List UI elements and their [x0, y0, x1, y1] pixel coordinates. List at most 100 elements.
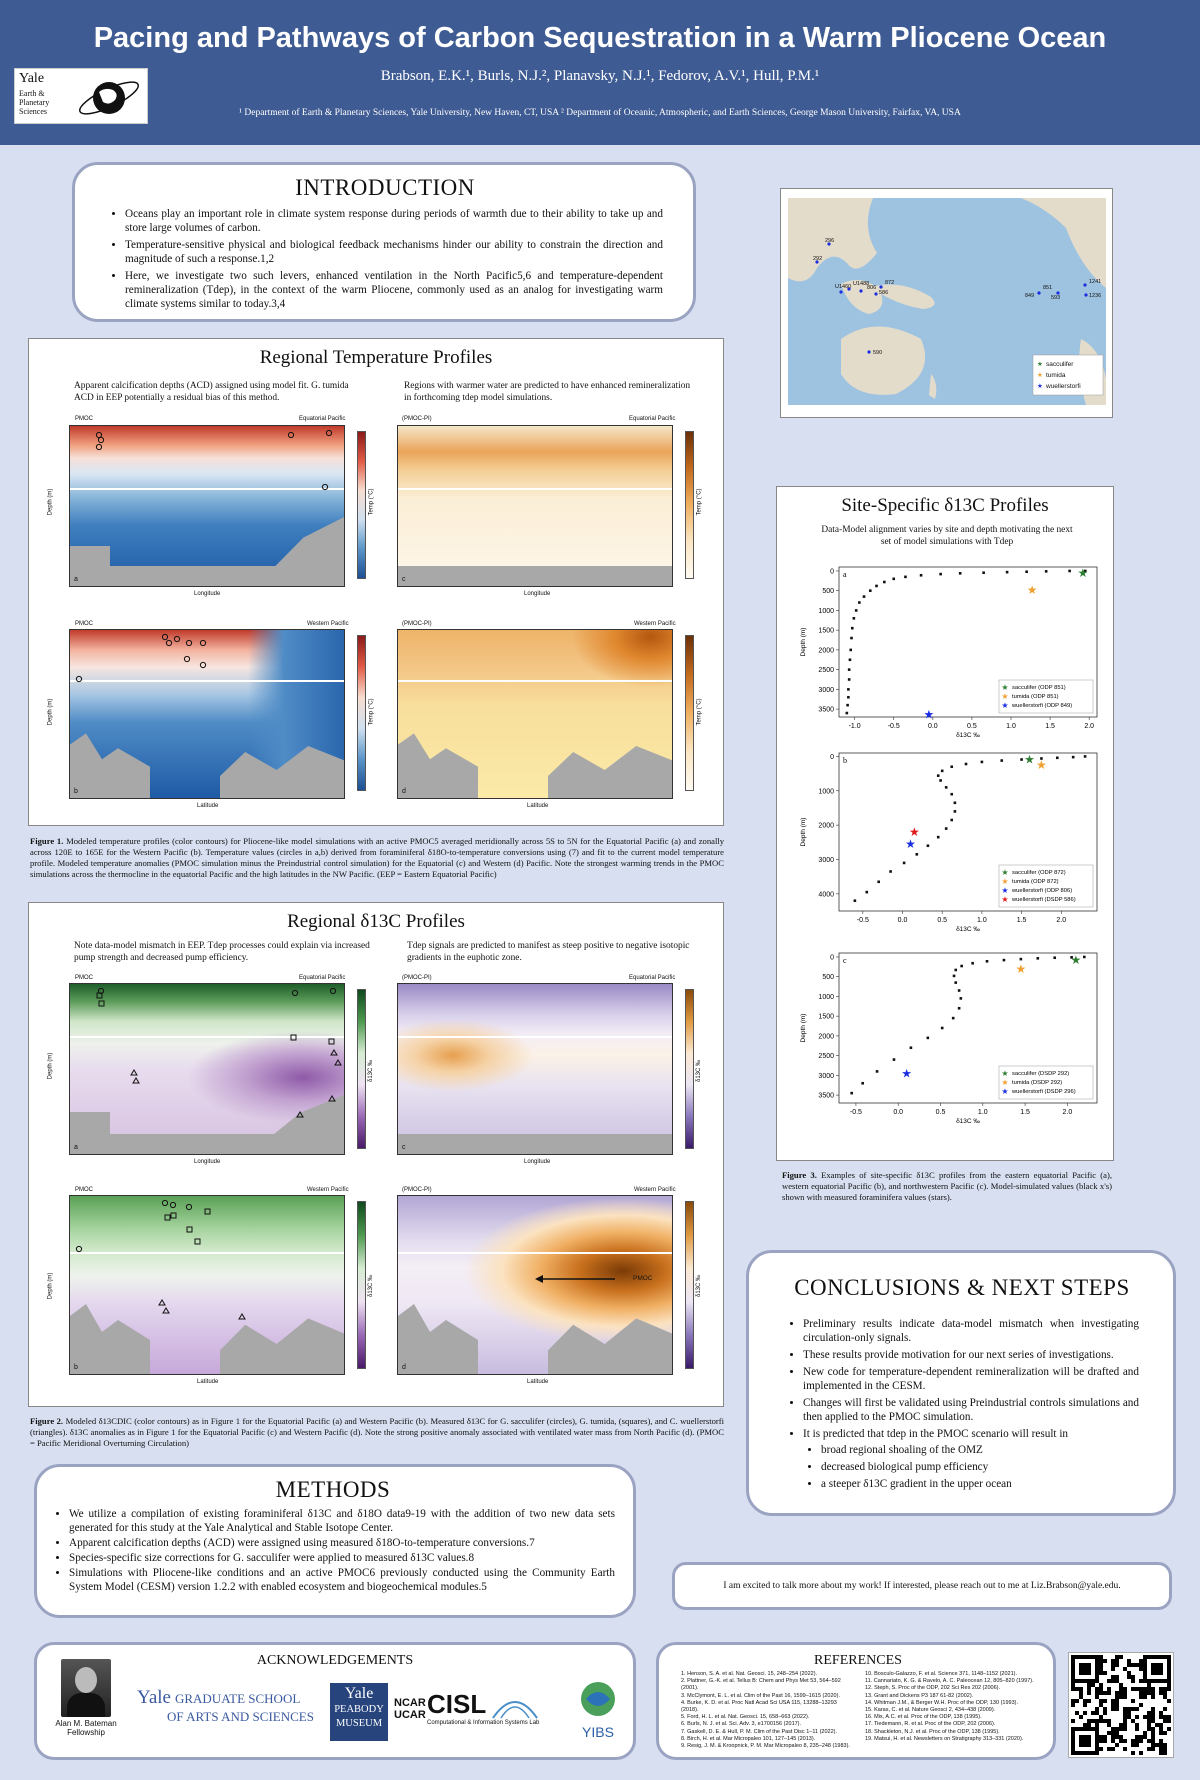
- legend-star: ★: [1001, 1078, 1008, 1087]
- panel-region: Equatorial Pacific: [629, 975, 676, 981]
- d13c-profiles-title: Regional δ13C Profiles: [287, 911, 465, 932]
- model-point: [1025, 570, 1028, 574]
- x-tick-label: 0.0: [898, 917, 908, 924]
- panel-tag: (PMOC-PI): [402, 416, 432, 422]
- panel-region: Equatorial Pacific: [299, 975, 346, 981]
- ncar-ucar-logo: NCAR UCAR: [394, 1697, 426, 1721]
- site-map-panel: 296 292 U1460 872 806 U1488 586 590 849 …: [780, 188, 1113, 418]
- x-axis-label: δ13C ‰: [956, 1118, 980, 1125]
- model-point: [959, 997, 963, 1000]
- legend-star: ★: [1001, 868, 1008, 877]
- site-map: 296 292 U1460 872 806 U1488 586 590 849 …: [788, 198, 1106, 405]
- temperature-profiles-panel: Regional Temperature Profiles Apparent c…: [28, 338, 724, 826]
- model-point: [847, 695, 850, 699]
- model-point: [1053, 956, 1057, 960]
- temperature-note-right: Regions with warmer water are predicted …: [404, 381, 691, 403]
- legend-star: ★: [1001, 683, 1008, 692]
- affiliations: ¹ Department of Earth & Planetary Scienc…: [239, 108, 961, 118]
- conclusion-sub-bullet: broad regional shoaling of the OMZ: [821, 1443, 1139, 1457]
- temp-colorbar-a: [357, 431, 366, 579]
- methods-box: METHODS We utilize a compilation of exis…: [34, 1464, 636, 1618]
- conclusions-list: Preliminary results indicate data-model …: [785, 1317, 1139, 1491]
- legend-star: ★: [1001, 886, 1008, 895]
- y-tick-label: 1000: [818, 608, 834, 615]
- panel-xlabel: Latitude: [197, 1379, 219, 1385]
- y-tick-label: 3500: [818, 707, 834, 714]
- globe-icon: [78, 81, 140, 115]
- y-axis-label: Depth (m): [800, 1014, 807, 1043]
- temperature-profiles-title: Regional Temperature Profiles: [259, 347, 493, 368]
- qr-code[interactable]: [1068, 1652, 1174, 1758]
- y-axis-label: Depth (m): [800, 628, 807, 657]
- site-label: 806: [867, 285, 876, 291]
- panel-ylabel: Depth (m): [47, 698, 54, 726]
- model-point: [971, 961, 974, 965]
- model-point: [926, 1036, 930, 1040]
- legend-label: tumida (ODP 851): [1012, 694, 1059, 700]
- model-point: [875, 584, 878, 588]
- measured-star: ★: [1036, 758, 1047, 772]
- d13c-anomaly-colorbar-c: [685, 989, 694, 1149]
- measured-star: ★: [1070, 953, 1081, 967]
- model-point: [883, 580, 886, 584]
- site-label: 1241: [1089, 279, 1101, 285]
- x-tick-label: 0.0: [893, 1109, 903, 1116]
- model-point: [1083, 955, 1086, 959]
- measured-star: ★: [1024, 753, 1035, 767]
- y-tick-label: 0: [830, 954, 834, 961]
- model-point: [936, 774, 940, 777]
- model-point: [953, 810, 957, 813]
- d13c-colorbar-a: [357, 989, 366, 1149]
- map-site-markers: [815, 242, 1088, 354]
- y-tick-label: 0: [830, 754, 834, 761]
- yale-graduate-school-logo: Yale GRADUATE SCHOOL OF ARTS AND SCIENCE…: [137, 1687, 314, 1724]
- model-point: [982, 571, 985, 575]
- svg-text:★: ★: [1037, 360, 1043, 368]
- references-heading: REFERENCES: [814, 1653, 902, 1668]
- map-site-labels: 296 292 U1460 872 806 U1488 586 590 849 …: [813, 238, 1101, 356]
- site-label: 292: [813, 256, 822, 262]
- legend-label: sacculifer (DSDP 292): [1012, 1071, 1069, 1077]
- y-tick-label: 2000: [818, 1033, 834, 1040]
- panel-region: Equatorial Pacific: [629, 416, 676, 422]
- model-point: [964, 762, 968, 766]
- model-point: [868, 589, 872, 592]
- model-point: [853, 899, 857, 902]
- methods-bullet: Simulations with Pliocene-like condition…: [69, 1566, 615, 1594]
- measured-star: ★: [1015, 962, 1026, 976]
- conclusion-sub-bullet: decreased biological pump efficiency: [821, 1460, 1139, 1474]
- author-list: Brabson, E.K.¹, Burls, N.J.², Planavsky,…: [380, 68, 820, 84]
- panel-tag: PMOC: [75, 1187, 93, 1193]
- plot-legend: [998, 1065, 1094, 1100]
- colorbar-label: Temp (°C): [696, 698, 703, 726]
- model-point: [944, 786, 948, 789]
- conclusion-bullet: New code for temperature-dependent remin…: [803, 1365, 1139, 1393]
- temperature-note-left: Apparent calcification depths (ACD) assi…: [74, 381, 349, 403]
- temp-anomaly-colorbar-d: [685, 635, 694, 791]
- x-tick-label: -0.5: [888, 723, 900, 730]
- model-point: [980, 760, 984, 764]
- map-legend-label: sacculifer: [1046, 361, 1074, 368]
- model-point: [952, 974, 956, 978]
- introduction-heading: INTRODUCTION: [295, 175, 475, 200]
- plot-legend: [998, 679, 1094, 714]
- site-profiles-subtitle: Data-Model alignment varies by site and …: [821, 525, 1073, 547]
- panel-letter: b: [843, 756, 847, 765]
- legend-star: ★: [1001, 877, 1008, 886]
- plot-frame: [838, 566, 1098, 718]
- panel-tag: (PMOC-PI): [402, 621, 432, 627]
- measured-star: ★: [924, 708, 935, 722]
- model-point: [854, 609, 858, 612]
- x-tick-label: 2.0: [1084, 723, 1094, 730]
- cisl-dome-icon: [491, 1701, 538, 1719]
- y-tick-label: 2000: [818, 823, 834, 830]
- model-point: [1083, 755, 1087, 758]
- figure-1-caption: Figure 1. Modeled temperature profiles (…: [30, 836, 725, 879]
- model-point: [846, 703, 849, 707]
- model-point: [1000, 759, 1004, 762]
- model-point: [847, 688, 850, 691]
- measured-star: ★: [905, 837, 916, 851]
- acknowledgements-box: ACKNOWLEDGEMENTS Alan M. Bateman Fellows…: [34, 1642, 636, 1760]
- x-tick-label: -1.0: [849, 723, 861, 730]
- contact-box: I am excited to talk more about my work!…: [672, 1562, 1172, 1610]
